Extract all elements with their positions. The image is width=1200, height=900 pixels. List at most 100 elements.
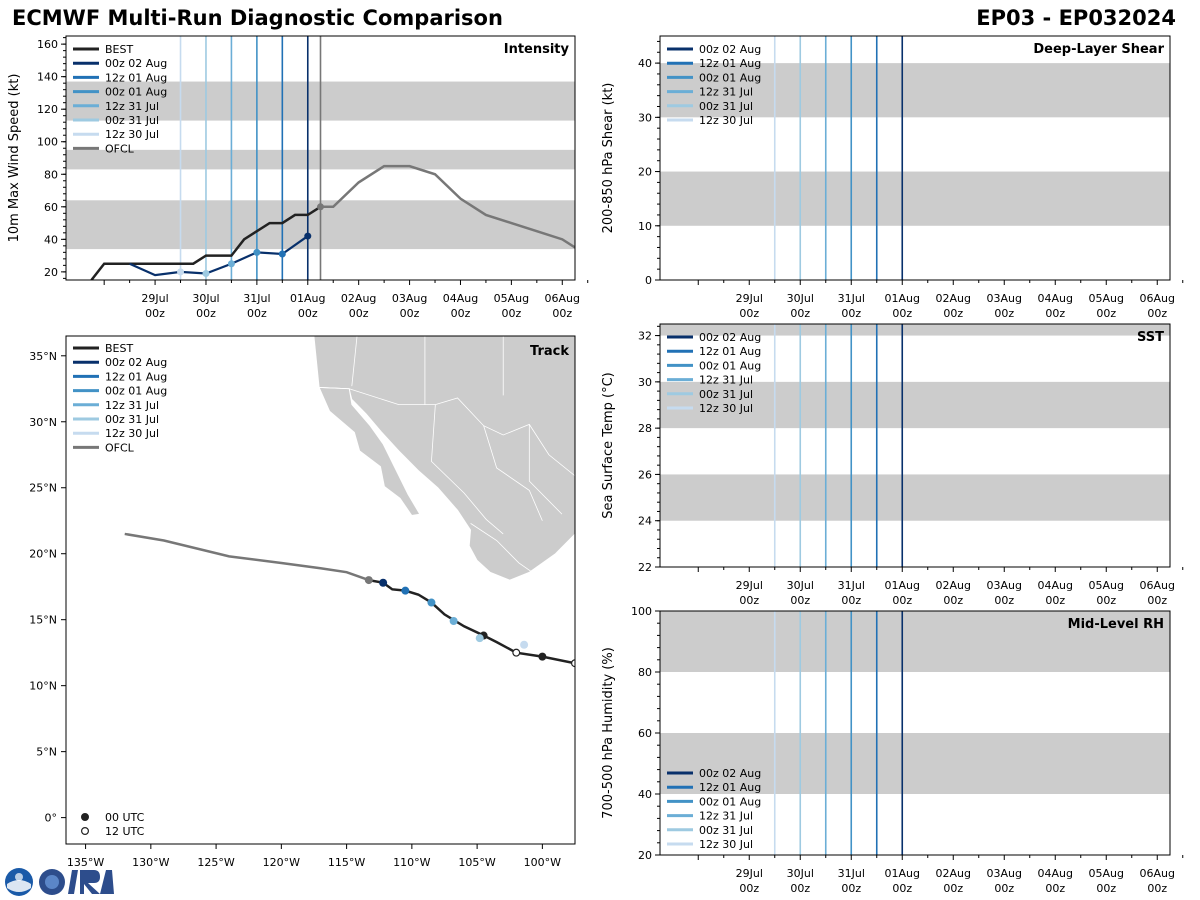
legend-label: 00z 02 Aug [699,767,761,780]
x-tick-sublabel: 00z [994,594,1014,607]
legend-label: 12z 31 Jul [105,399,159,412]
x-tick-label: 125°W [197,856,234,869]
legend-label: BEST [105,342,133,355]
model-intensity-point-4 [227,260,235,268]
x-tick-label: 02Aug [936,579,971,592]
x-tick-sublabel: 00z [145,307,165,320]
run-track-point-1 [475,634,484,643]
legend-label: 12z 31 Jul [699,374,753,387]
plot-area [660,36,1170,280]
legend-label: 12z 30 Jul [699,114,753,127]
panel-title: Track [530,344,569,359]
legend-label: OFCL [105,441,135,454]
cira-wordmark-icon [68,870,114,894]
legend-label: 00z 02 Aug [699,331,761,344]
x-tick-sublabel: 00z [1096,594,1116,607]
x-tick-label: 100°W [524,856,561,869]
x-tick-label: 02Aug [341,292,376,305]
x-tick-label: 29Jul [736,292,763,305]
x-tick-label: 01Aug [885,292,920,305]
threshold-band-0 [660,171,1170,226]
ofcl-track-line [124,532,370,582]
state-border-3 [528,424,563,515]
y-axis-label: Sea Surface Temp (°C) [601,372,616,519]
legend-label: 00z 02 Aug [105,356,167,369]
storm-id: EP03 - EP032024 [976,6,1176,30]
x-tick-sublabel: 00z [994,307,1014,320]
panel-sst: SST 22 24 26 28 30 32 Sea Surface Temp (°C) 29Ju… [601,323,1184,607]
x-tick-label: 31Jul [838,867,865,880]
x-tick-label: 03Aug [987,292,1022,305]
legend-label: 00z 31 Jul [699,100,753,113]
marker-legend-label: 00 UTC [105,811,145,824]
y-axis-label: 10m Max Wind Speed (kt) [7,74,22,243]
x-tick-sublabel: 00z [790,882,810,895]
y-tick-label: 30 [638,376,652,389]
y-axis-label: 200-850 hPa Shear (kt) [601,83,616,234]
legend-label: 12z 31 Jul [699,810,753,823]
legend-label: 00z 01 Aug [699,71,761,84]
x-tick-sublabel: 00z [1147,594,1167,607]
x-tick-label: 05Aug [1089,867,1124,880]
x-tick-label: 02Aug [936,292,971,305]
state-border-2 [483,425,543,521]
mainland-landmass [313,336,575,581]
x-tick-sublabel: 00z [400,307,420,320]
x-tick-sublabel: 00z [1147,882,1167,895]
y-tick-label: 60 [44,201,58,214]
panel-track: Track 135°W 130°W 125°W 120°W 115°W 110°W 105°W… [29,335,576,869]
y-tick-label: 0 [645,274,652,287]
y-tick-label: 80 [44,168,58,181]
legend-label: 00z 01 Aug [699,795,761,808]
legend-label: 00z 01 Aug [699,359,761,372]
y-tick-label: 15°N [29,614,57,627]
panel-deep-layer-shear: Deep-Layer Shear 0 10 20 30 40 200-850 hPa She… [601,35,1184,320]
x-tick-sublabel: 00z [739,882,759,895]
marker-legend-label: 12 UTC [105,825,145,838]
x-tick-label: 30Jul [192,292,219,305]
axes-frame [659,35,1171,281]
run-track-point-0 [520,640,529,649]
x-tick-label: 29Jul [736,867,763,880]
threshold-band-1 [660,381,1170,429]
model-intensity-point-6 [278,250,286,258]
y-tick-label: 40 [44,233,58,246]
map-area [124,336,575,668]
panel-mid-level-rh: Mid-Level RH 20 40 60 80 100 700-500 hPa Humid… [601,605,1184,895]
x-tick-sublabel: 00z [841,882,861,895]
panel-title: Intensity [504,42,570,57]
y-tick-label: 28 [638,422,652,435]
axes-frame [65,35,576,281]
legend-label: OFCL [105,142,135,155]
model-intensity-point-2 [177,268,185,276]
x-tick-label: 03Aug [987,579,1022,592]
legend-label: 00z 31 Jul [699,388,753,401]
model-intensity-line [129,235,309,277]
x-tick-sublabel: 00z [841,594,861,607]
x-tick-label: 02Aug [936,867,971,880]
legend-label: 00z 01 Aug [105,385,167,398]
x-tick-label: 06Aug [545,292,580,305]
legend-label: 12z 01 Aug [105,370,167,383]
x-tick-label: 05Aug [494,292,529,305]
x-tick-sublabel: 00z [739,307,759,320]
legend-label: 00z 31 Jul [105,413,159,426]
baja-peninsula [318,387,421,516]
best-track-marker-2 [512,648,521,657]
legend-label: 12z 30 Jul [105,128,159,141]
x-tick-sublabel: 00z [1045,594,1065,607]
best-track-marker-1 [538,652,547,661]
y-tick-label: 24 [638,515,652,528]
x-tick-label: 04Aug [1038,579,1073,592]
axes-frame [659,323,1171,568]
panel-title: Mid-Level RH [1068,617,1164,632]
x-tick-label: 05Aug [1089,292,1124,305]
legend-label: 00z 31 Jul [699,824,753,837]
plot-area [660,611,1170,855]
legend-label: 00z 02 Aug [105,57,167,70]
legend-label: 00z 31 Jul [105,114,159,127]
legend-label: BEST [105,43,133,56]
model-intensity-point-5 [253,248,261,256]
